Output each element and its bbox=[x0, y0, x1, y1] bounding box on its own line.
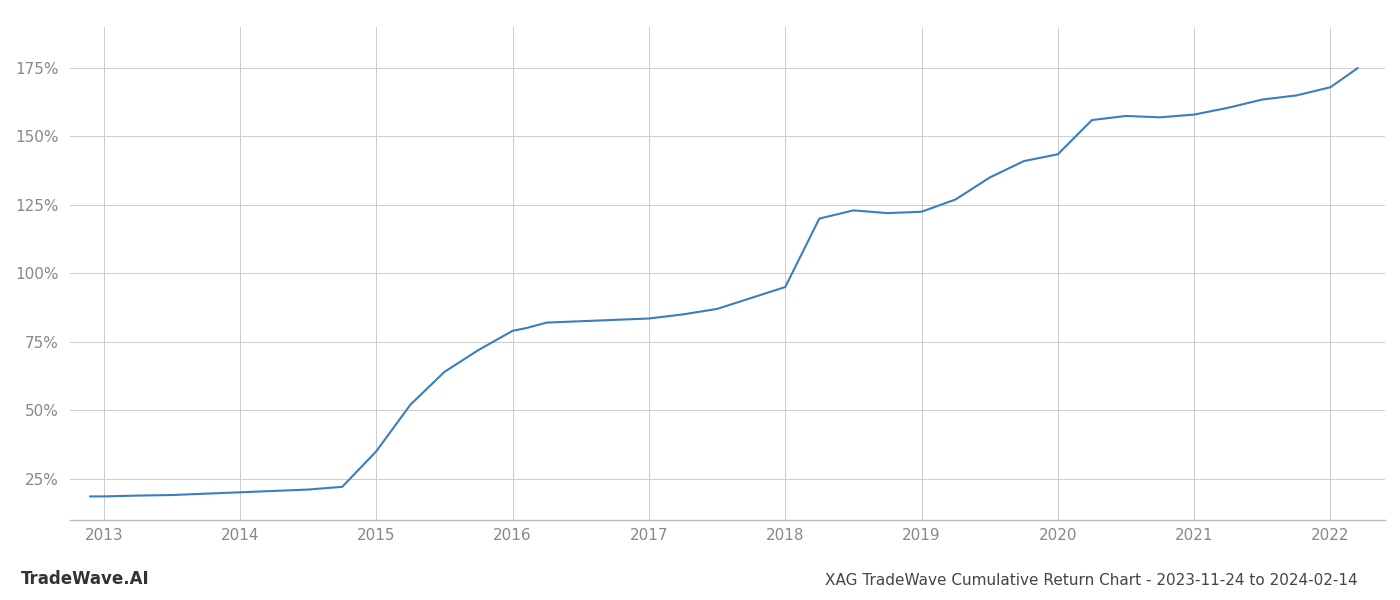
Text: XAG TradeWave Cumulative Return Chart - 2023-11-24 to 2024-02-14: XAG TradeWave Cumulative Return Chart - … bbox=[826, 573, 1358, 588]
Text: TradeWave.AI: TradeWave.AI bbox=[21, 570, 150, 588]
